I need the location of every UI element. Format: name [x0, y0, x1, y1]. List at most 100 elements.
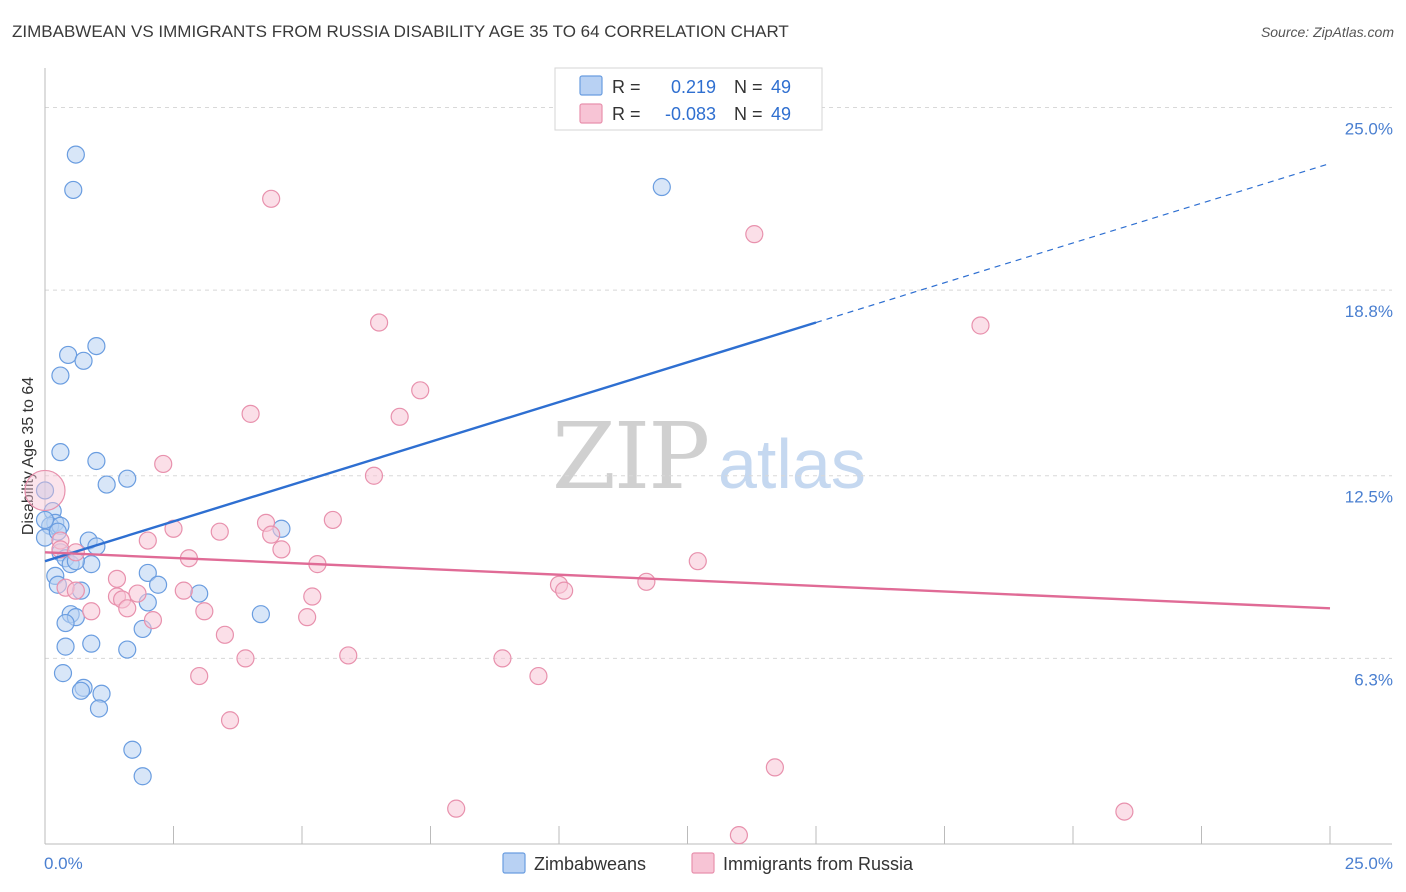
chart-title: ZIMBABWEAN VS IMMIGRANTS FROM RUSSIA DIS…: [12, 22, 789, 41]
gridlines: [45, 106, 1392, 659]
data-point-zimbabweans: [66, 145, 85, 164]
n-label-pink: N =: [734, 104, 763, 124]
data-point-zimbabweans: [190, 584, 209, 603]
y-tick-label: 12.5%: [1345, 488, 1393, 507]
data-point-zimbabweans: [56, 613, 75, 633]
legend-item-russia-swatch[interactable]: [691, 852, 715, 874]
data-point-immigrants-from-russia: [298, 608, 317, 627]
r-label-blue: R =: [612, 77, 641, 97]
data-point-zimbabweans: [51, 443, 70, 462]
data-point-zimbabweans: [251, 605, 270, 624]
source-credit: Source: ZipAtlas.com: [1260, 24, 1394, 40]
data-point-immigrants-from-russia: [745, 225, 764, 244]
trend-line-zimbabweans: [44, 321, 817, 563]
r-value-pink: -0.083: [665, 104, 716, 124]
data-point-zimbabweans: [652, 177, 671, 197]
data-point-immigrants-from-russia: [688, 552, 707, 571]
data-point-immigrants-from-russia: [370, 313, 389, 332]
trend-lines: [44, 162, 1331, 610]
y-tick-labels: 6.3% 12.5% 18.8% 25.0%: [1345, 119, 1393, 689]
data-point-zimbabweans: [64, 180, 83, 200]
data-point-zimbabweans: [89, 699, 109, 718]
data-point-immigrants-from-russia: [493, 649, 512, 668]
data-point-immigrants-from-russia: [82, 602, 101, 621]
data-point-immigrants-from-russia: [729, 826, 749, 845]
data-point-immigrants-from-russia: [1115, 802, 1134, 821]
data-point-zimbabweans: [97, 475, 116, 494]
data-point-immigrants-from-russia: [390, 407, 409, 426]
correlation-legend: R = 0.219 N = 49 R = -0.083 N = 49: [554, 67, 823, 131]
data-point-immigrants-from-russia: [24, 469, 66, 512]
data-point-immigrants-from-russia: [241, 404, 260, 423]
n-value-blue: 49: [771, 77, 791, 97]
data-point-immigrants-from-russia: [262, 189, 281, 208]
data-point-immigrants-from-russia: [364, 466, 384, 485]
data-point-zimbabweans: [35, 481, 55, 500]
watermark: ZIP atlas: [552, 403, 866, 510]
data-point-immigrants-from-russia: [154, 454, 173, 474]
data-point-zimbabweans: [87, 451, 106, 471]
data-point-zimbabweans: [92, 684, 111, 703]
n-value-pink: 49: [771, 104, 791, 124]
data-point-zimbabweans: [71, 681, 91, 700]
data-point-zimbabweans: [74, 351, 93, 370]
y-tick-label: 25.0%: [1345, 119, 1393, 138]
x-tick-label-min: 0.0%: [44, 854, 83, 873]
series-zimbabweans: [35, 145, 671, 786]
data-point-zimbabweans: [123, 740, 142, 759]
data-point-zimbabweans: [82, 555, 101, 574]
data-point-zimbabweans: [59, 345, 78, 365]
data-point-immigrants-from-russia: [195, 602, 214, 621]
data-point-immigrants-from-russia: [971, 316, 990, 335]
y-tick-label: 18.8%: [1345, 302, 1393, 321]
data-point-immigrants-from-russia: [143, 610, 163, 630]
data-point-immigrants-from-russia: [637, 572, 656, 591]
watermark-zip: ZIP: [552, 403, 708, 510]
legend-item-immigrants-from-russia[interactable]: Immigrants from Russia: [723, 854, 914, 874]
y-tick-label: 6.3%: [1354, 670, 1393, 689]
data-point-zimbabweans: [118, 469, 137, 488]
data-point-immigrants-from-russia: [210, 522, 229, 541]
trend-line-zimbabweans-extension: [815, 162, 1331, 324]
data-point-immigrants-from-russia: [174, 581, 193, 600]
data-point-zimbabweans: [35, 510, 55, 530]
legend-swatch-blue: [579, 75, 603, 96]
data-point-immigrants-from-russia: [66, 581, 85, 600]
x-tick-label-max: 25.0%: [1345, 854, 1393, 873]
trend-line-immigrants-from-russia: [44, 551, 1331, 610]
watermark-atlas: atlas: [718, 425, 866, 503]
data-point-immigrants-from-russia: [220, 711, 240, 730]
data-point-zimbabweans: [82, 634, 101, 653]
data-point-immigrants-from-russia: [339, 646, 358, 665]
n-label-blue: N =: [734, 77, 763, 97]
data-point-zimbabweans: [53, 664, 73, 683]
data-point-zimbabweans: [51, 366, 70, 385]
data-point-zimbabweans: [118, 640, 137, 659]
data-point-zimbabweans: [138, 563, 157, 583]
data-point-immigrants-from-russia: [118, 599, 137, 618]
legend-swatch-pink: [579, 103, 603, 124]
data-point-zimbabweans: [56, 637, 75, 656]
data-point-immigrants-from-russia: [447, 799, 466, 818]
data-point-immigrants-from-russia: [215, 625, 234, 644]
r-value-blue: 0.219: [671, 77, 716, 97]
legend-item-zimbabweans[interactable]: Zimbabweans: [534, 854, 646, 874]
data-point-zimbabweans: [87, 337, 106, 356]
data-point-immigrants-from-russia: [128, 584, 147, 603]
x-tick-labels: 0.0% 25.0%: [44, 854, 1393, 873]
data-point-immigrants-from-russia: [190, 666, 209, 686]
data-point-immigrants-from-russia: [236, 649, 255, 668]
y-axis-label: Disability Age 35 to 64: [20, 377, 37, 535]
data-point-immigrants-from-russia: [323, 510, 342, 530]
data-point-immigrants-from-russia: [107, 569, 127, 588]
legend-item-zimbabweans-swatch[interactable]: [502, 852, 526, 874]
data-point-zimbabweans: [148, 575, 168, 594]
data-point-zimbabweans: [133, 767, 152, 786]
data-point-immigrants-from-russia: [765, 758, 784, 777]
data-point-immigrants-from-russia: [555, 581, 574, 600]
axes: [44, 68, 1392, 845]
data-point-immigrants-from-russia: [262, 525, 281, 544]
data-point-immigrants-from-russia: [411, 381, 430, 400]
data-point-immigrants-from-russia: [529, 666, 548, 686]
